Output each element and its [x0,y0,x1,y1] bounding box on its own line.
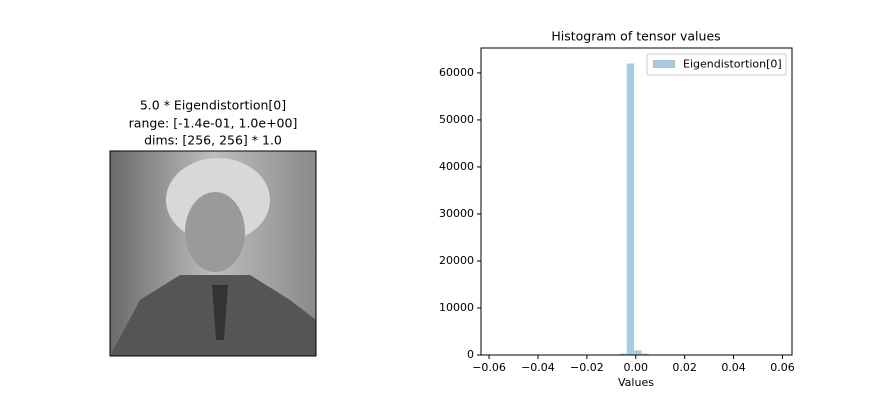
legend-swatch [653,60,675,68]
x-tick-label: −0.02 [570,361,604,374]
x-tick-label: 0.00 [624,361,649,374]
y-tick-label: 0 [467,348,474,361]
image-title: range: [-1.4e-01, 1.0e+00] [129,116,298,131]
bar [626,63,635,355]
x-tick-label: 0.06 [770,361,795,374]
x-tick-label: 0.02 [672,361,697,374]
x-tick-label: 0.04 [721,361,746,374]
y-tick-label: 40000 [439,160,474,173]
histogram-panel: Histogram of tensor values Values [551,29,720,390]
image-panel: 5.0 * Eigendistortion[0] range: [-1.4e-0… [109,98,317,357]
y-tick-label: 10000 [439,301,474,314]
image-shape [212,285,228,340]
x-tick-label: −0.06 [472,361,506,374]
image-title: dims: [256, 256] * 1.0 [144,133,282,148]
y-tick-label: 60000 [439,66,474,79]
x-axis-label: Values [618,376,654,389]
bar [641,353,649,355]
x-tick-label: −0.04 [521,361,555,374]
image-shape [185,192,245,272]
bar [619,353,627,355]
image-shape [110,275,316,356]
legend-box [646,53,787,76]
image-frame [109,150,317,357]
chart-title: Histogram of tensor values [551,29,720,44]
legend-label: Eigendistortion[0] [683,58,782,71]
bar [634,350,642,355]
y-tick-label: 30000 [439,207,474,220]
axes-frame [480,47,793,356]
image-title: 5.0 * Eigendistortion[0] [140,98,286,113]
y-tick-label: 50000 [439,113,474,126]
y-tick-label: 20000 [439,254,474,267]
